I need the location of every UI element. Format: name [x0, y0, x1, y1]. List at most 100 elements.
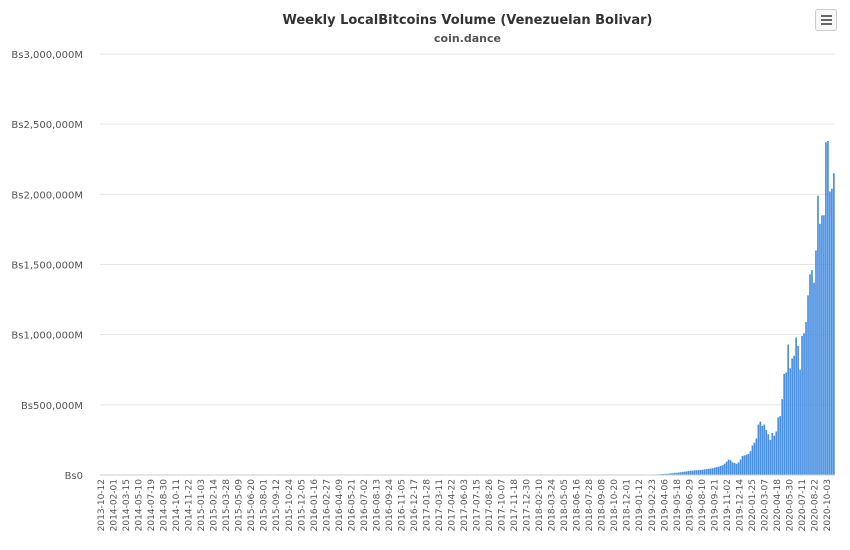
bar[interactable] — [811, 270, 813, 475]
x-tick-label: 2016-11-05 — [397, 479, 407, 531]
bar[interactable] — [741, 456, 744, 475]
bar[interactable] — [695, 470, 698, 475]
bar[interactable] — [668, 473, 670, 475]
bar[interactable] — [779, 416, 782, 475]
bar[interactable] — [682, 471, 684, 475]
bar[interactable] — [829, 191, 831, 475]
bar[interactable] — [753, 442, 756, 475]
bar[interactable] — [773, 435, 776, 475]
bar[interactable] — [749, 451, 752, 475]
bar[interactable] — [823, 215, 825, 475]
bar[interactable] — [767, 434, 770, 475]
bar[interactable] — [703, 469, 706, 475]
bar[interactable] — [799, 369, 801, 475]
bar[interactable] — [680, 472, 682, 475]
bar[interactable] — [765, 430, 768, 475]
bar[interactable] — [827, 141, 829, 475]
bar[interactable] — [831, 188, 833, 475]
x-tick-label: 2019-02-23 — [648, 479, 658, 531]
bar[interactable] — [771, 432, 774, 475]
bar[interactable] — [815, 250, 817, 475]
x-tick-label: 2018-07-28 — [585, 479, 595, 532]
x-tick-label: 2015-10-24 — [285, 479, 295, 532]
bar[interactable] — [825, 142, 827, 475]
chart-menu-button[interactable] — [815, 9, 837, 31]
bar[interactable] — [791, 358, 793, 475]
bar[interactable] — [725, 461, 728, 475]
bar[interactable] — [697, 470, 700, 475]
bar[interactable] — [672, 473, 674, 475]
bar[interactable] — [761, 425, 764, 475]
bar[interactable] — [664, 473, 666, 475]
bar[interactable] — [715, 467, 718, 475]
bar[interactable] — [801, 336, 803, 475]
y-axis: Bs0 Bs500,000M Bs1,000,000M Bs1,500,000M Bs2… — [11, 50, 83, 482]
x-tick-label: 2017-08-26 — [485, 479, 495, 532]
bar[interactable] — [759, 421, 762, 475]
bar[interactable] — [713, 467, 716, 475]
bar[interactable] — [727, 459, 730, 475]
bar[interactable] — [729, 460, 732, 475]
bar[interactable] — [813, 282, 815, 475]
bar[interactable] — [795, 337, 797, 475]
bar[interactable] — [693, 470, 696, 475]
bar[interactable] — [666, 473, 668, 475]
bar[interactable] — [688, 471, 690, 475]
bar[interactable] — [689, 470, 692, 475]
bar[interactable] — [723, 463, 726, 475]
bar[interactable] — [678, 472, 680, 475]
bar[interactable] — [755, 438, 758, 475]
bar[interactable] — [721, 465, 724, 475]
bar[interactable] — [674, 472, 676, 475]
bar[interactable] — [789, 368, 791, 475]
bar[interactable] — [821, 215, 823, 475]
bar[interactable] — [785, 372, 788, 475]
bar[interactable] — [777, 417, 780, 475]
chart-subtitle: coin.dance — [434, 32, 501, 45]
x-tick-label: 2014-02-01 — [110, 479, 120, 531]
bar[interactable] — [833, 173, 835, 475]
bar[interactable] — [676, 472, 678, 475]
bar[interactable] — [717, 466, 720, 475]
bar[interactable] — [787, 344, 790, 475]
bar[interactable] — [735, 463, 738, 475]
bar[interactable] — [797, 345, 799, 475]
bar[interactable] — [705, 469, 708, 475]
bar[interactable] — [711, 468, 714, 475]
bar[interactable] — [819, 223, 821, 475]
bar[interactable] — [743, 455, 746, 475]
bar[interactable] — [817, 195, 819, 476]
bar[interactable] — [707, 468, 710, 475]
bar[interactable] — [751, 445, 754, 475]
bar[interactable] — [805, 322, 807, 475]
bar[interactable] — [769, 439, 772, 475]
bar[interactable] — [781, 399, 784, 475]
bar[interactable] — [733, 463, 736, 475]
bar[interactable] — [763, 424, 766, 475]
x-tick-label: 2014-05-10 — [135, 479, 145, 532]
bar[interactable] — [757, 424, 760, 475]
bar[interactable] — [809, 274, 811, 475]
chart-title: Weekly LocalBitcoins Volume (Venezuelan … — [282, 13, 653, 28]
x-tick-label: 2018-06-16 — [573, 479, 583, 532]
bar[interactable] — [670, 473, 672, 475]
y-tick-label: Bs1,500,000M — [11, 261, 83, 272]
bar[interactable] — [691, 470, 694, 475]
bar[interactable] — [803, 333, 805, 475]
bar[interactable] — [719, 465, 722, 475]
bar[interactable] — [747, 453, 750, 475]
bar[interactable] — [709, 468, 712, 475]
bar[interactable] — [745, 454, 748, 475]
x-axis: 2013-10-12 2014-02-01 2014-03-15 2014-05-10… — [97, 479, 833, 532]
bar[interactable] — [783, 373, 786, 475]
bar[interactable] — [699, 469, 702, 475]
bar[interactable] — [684, 471, 686, 475]
bar[interactable] — [686, 471, 688, 475]
bar[interactable] — [701, 469, 704, 475]
bar[interactable] — [737, 462, 740, 475]
bar[interactable] — [775, 431, 778, 476]
bar[interactable] — [807, 295, 809, 475]
bar[interactable] — [793, 355, 795, 475]
bar[interactable] — [739, 459, 742, 475]
bar[interactable] — [731, 462, 734, 475]
